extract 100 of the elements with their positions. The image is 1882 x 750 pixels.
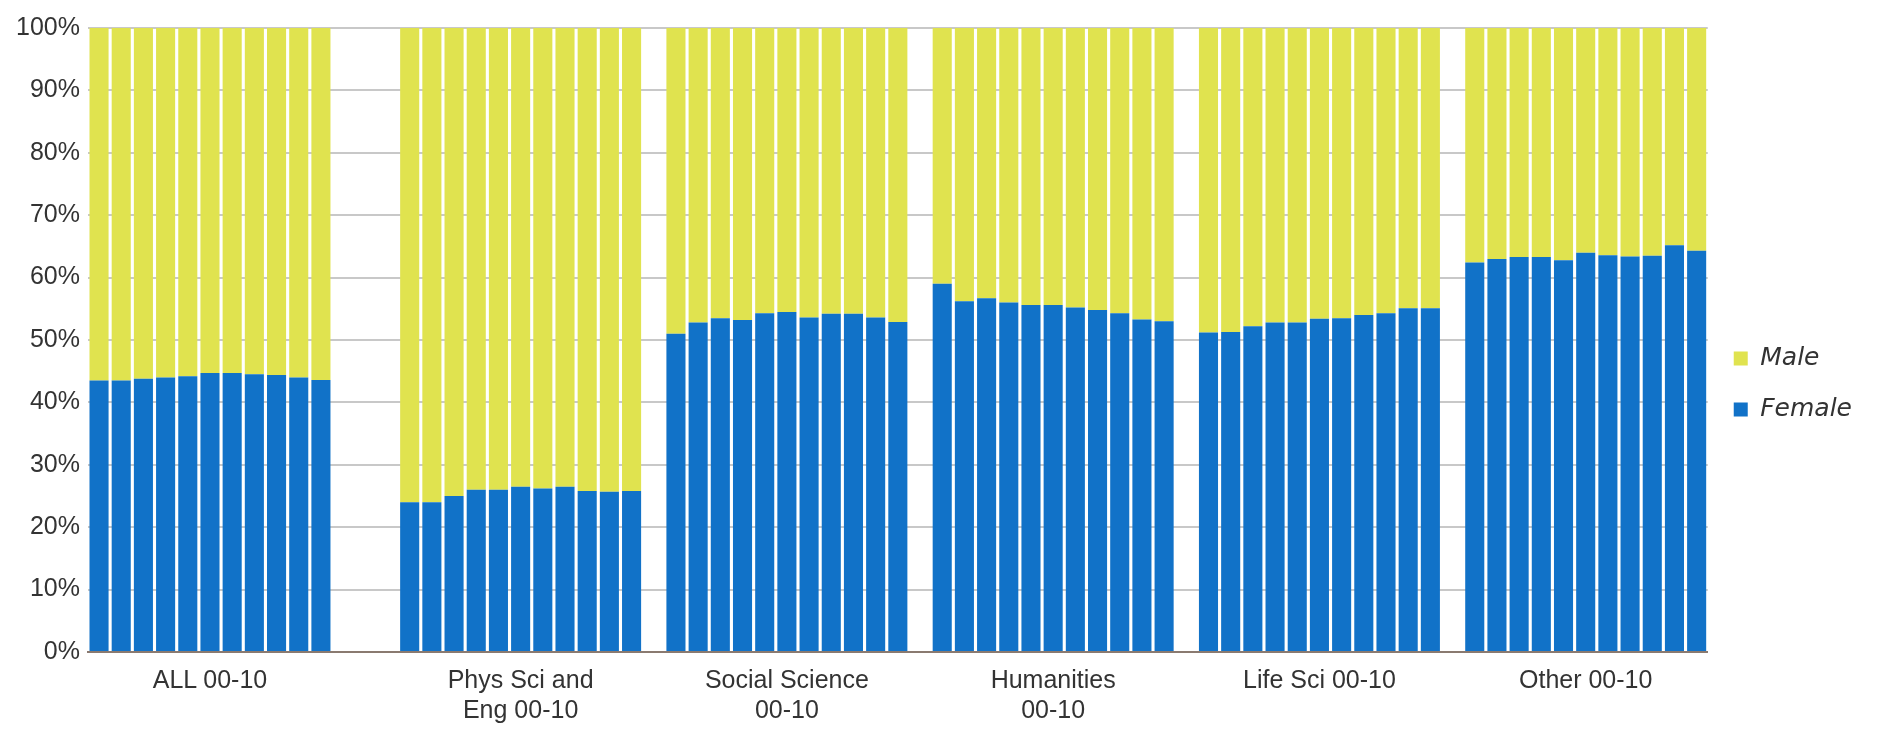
bar (1598, 255, 1618, 651)
bar (755, 28, 775, 314)
bar (799, 317, 819, 651)
bar (1687, 28, 1707, 251)
y-tick-label: 80% (29, 136, 80, 165)
bar (1132, 28, 1152, 320)
bar (1243, 326, 1263, 651)
bar (843, 28, 863, 314)
bar (1420, 308, 1440, 651)
bar (843, 313, 863, 651)
bar (444, 496, 464, 651)
bar (999, 302, 1019, 651)
bar (755, 313, 775, 651)
bar (821, 28, 841, 314)
bar (244, 28, 264, 375)
bar (599, 28, 619, 492)
bar (821, 313, 841, 651)
bar (488, 489, 508, 651)
bar (1354, 28, 1374, 316)
bar (200, 28, 220, 374)
bar (1287, 28, 1307, 323)
bar (1043, 28, 1063, 306)
bar (111, 380, 131, 651)
bar (1021, 28, 1041, 306)
bar (710, 28, 730, 319)
y-tick-label: 40% (29, 386, 80, 415)
y-tick-label: 10% (29, 573, 80, 602)
bar (777, 28, 797, 312)
bar (178, 28, 198, 377)
bar (1221, 28, 1241, 332)
bar (488, 28, 508, 490)
bar (1687, 250, 1707, 651)
bar (1088, 310, 1108, 651)
bar (1576, 28, 1596, 253)
x-tick-label: Phys Sci and Eng 00-10 (447, 664, 594, 723)
bar (1642, 28, 1662, 256)
bar (311, 379, 331, 651)
legend-label: Male (1760, 342, 1820, 371)
bar (1154, 321, 1174, 651)
x-tick-label: Social Science 00-10 (704, 664, 869, 723)
bar (511, 28, 531, 487)
bar (133, 28, 153, 379)
bar (1487, 28, 1507, 259)
x-tick-label: ALL 00-10 (152, 664, 268, 693)
bar (954, 301, 974, 651)
bar (688, 322, 708, 651)
bar (555, 486, 575, 651)
bar (1110, 313, 1130, 651)
bar (1553, 28, 1574, 261)
bar (222, 28, 242, 374)
bar (1354, 315, 1374, 651)
x-tick-label: Life Sci 00-10 (1242, 664, 1396, 693)
bar (888, 28, 908, 322)
bar (267, 374, 287, 651)
bar (1243, 28, 1263, 327)
bar (1509, 257, 1529, 651)
bar (267, 28, 287, 375)
x-tick-label: Other 00-10 (1518, 664, 1653, 693)
bar (666, 28, 686, 334)
y-tick-label: 100% (15, 11, 80, 40)
bar (932, 283, 952, 651)
bar (1088, 28, 1108, 311)
bar (1376, 28, 1396, 314)
bar (888, 321, 908, 651)
bar (1021, 305, 1041, 651)
bar (1309, 318, 1329, 651)
y-tick-label: 70% (29, 199, 80, 228)
y-tick-label: 90% (29, 74, 80, 103)
bar (1531, 257, 1551, 651)
bar (289, 28, 309, 378)
bar (1553, 260, 1574, 651)
x-tick-label: Humanities 00-10 (990, 664, 1116, 723)
y-tick-label: 60% (29, 261, 80, 290)
bar (222, 373, 242, 651)
bar (866, 28, 886, 318)
y-tick-label: 0% (43, 635, 80, 664)
bar (932, 28, 952, 284)
bar (444, 28, 464, 496)
bar (466, 489, 486, 651)
legend-label: Female (1760, 393, 1853, 422)
bar (1465, 262, 1485, 651)
bar (1287, 322, 1307, 651)
bar (622, 491, 642, 651)
bar (866, 317, 886, 651)
bar (1420, 28, 1440, 309)
bar (1221, 331, 1241, 651)
bar (1110, 28, 1130, 314)
bar (1198, 332, 1219, 651)
bar (1576, 252, 1596, 651)
bar (1154, 28, 1174, 322)
bar (1620, 28, 1640, 257)
bar (422, 502, 442, 651)
bar (622, 28, 642, 492)
bar (1265, 322, 1285, 651)
bar (1043, 305, 1063, 651)
bar (1664, 245, 1684, 651)
bar (111, 28, 131, 381)
bar (311, 28, 331, 380)
bar (1309, 28, 1329, 319)
bar (533, 28, 553, 489)
